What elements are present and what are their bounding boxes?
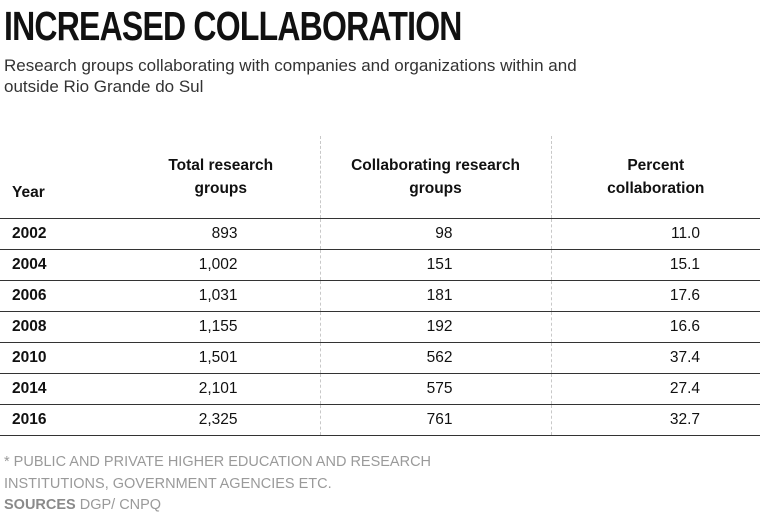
footnote: * PUBLIC AND PRIVATE HIGHER EDUCATION AN… xyxy=(4,454,432,492)
column-header-percent: Percent collaboration xyxy=(550,136,760,219)
cell-total-groups: 2,325 xyxy=(122,404,320,436)
cell-collaborating-groups: 192 xyxy=(319,311,551,343)
table-row: 2008 1,155 192 16.6 xyxy=(0,311,760,343)
cell-percent: 27.4 xyxy=(550,373,760,405)
cell-year: 2006 xyxy=(0,280,122,312)
cell-year: 2010 xyxy=(0,342,122,374)
cell-total-groups: 1,002 xyxy=(122,249,320,281)
cell-percent: 11.0 xyxy=(550,218,760,250)
chart-title: INCREASED COLLABORATION xyxy=(4,3,462,49)
cell-year: 2016 xyxy=(0,404,122,436)
cell-year: 2008 xyxy=(0,311,122,343)
cell-collaborating-groups: 181 xyxy=(319,280,551,312)
cell-percent: 32.7 xyxy=(550,404,760,436)
table-header: Year Total research groups Collaborating… xyxy=(0,136,760,219)
cell-percent: 15.1 xyxy=(550,249,760,281)
sources-line: SOURCES DGP/ CNPQ xyxy=(4,495,161,515)
cell-percent: 17.6 xyxy=(550,280,760,312)
table-body: 2002 893 98 11.0 2004 1,002 151 15.1 2006 1,031 18… xyxy=(0,218,760,436)
cell-collaborating-groups: 98 xyxy=(319,218,551,250)
sources-label: SOURCES xyxy=(4,497,76,513)
table-row: 2004 1,002 151 15.1 xyxy=(0,249,760,281)
cell-collaborating-groups: 575 xyxy=(319,373,551,405)
cell-total-groups: 893 xyxy=(122,218,320,250)
cell-year: 2004 xyxy=(0,249,122,281)
cell-collaborating-groups: 761 xyxy=(319,404,551,436)
cell-collaborating-groups: 562 xyxy=(319,342,551,374)
table-row: 2010 1,501 562 37.4 xyxy=(0,342,760,374)
column-header-year: Year xyxy=(0,136,122,219)
cell-total-groups: 1,501 xyxy=(122,342,320,374)
cell-collaborating-groups: 151 xyxy=(319,249,551,281)
chart-subtitle: Research groups collaborating with compa… xyxy=(4,56,577,96)
cell-total-groups: 2,101 xyxy=(122,373,320,405)
cell-percent: 16.6 xyxy=(550,311,760,343)
sources-text: DGP/ CNPQ xyxy=(79,497,162,513)
data-table: Year Total research groups Collaborating… xyxy=(0,136,760,436)
table-row: 2014 2,101 575 27.4 xyxy=(0,373,760,405)
cell-total-groups: 1,031 xyxy=(122,280,320,312)
table-row: 2016 2,325 761 32.7 xyxy=(0,404,760,436)
column-header-total: Total research groups xyxy=(122,136,320,219)
table-row: 2006 1,031 181 17.6 xyxy=(0,280,760,312)
cell-percent: 37.4 xyxy=(550,342,760,374)
table-row: 2002 893 98 11.0 xyxy=(0,218,760,250)
cell-year: 2014 xyxy=(0,373,122,405)
cell-year: 2002 xyxy=(0,218,122,250)
cell-total-groups: 1,155 xyxy=(122,311,320,343)
column-header-collaborating: Collaborating research groups xyxy=(319,136,551,219)
